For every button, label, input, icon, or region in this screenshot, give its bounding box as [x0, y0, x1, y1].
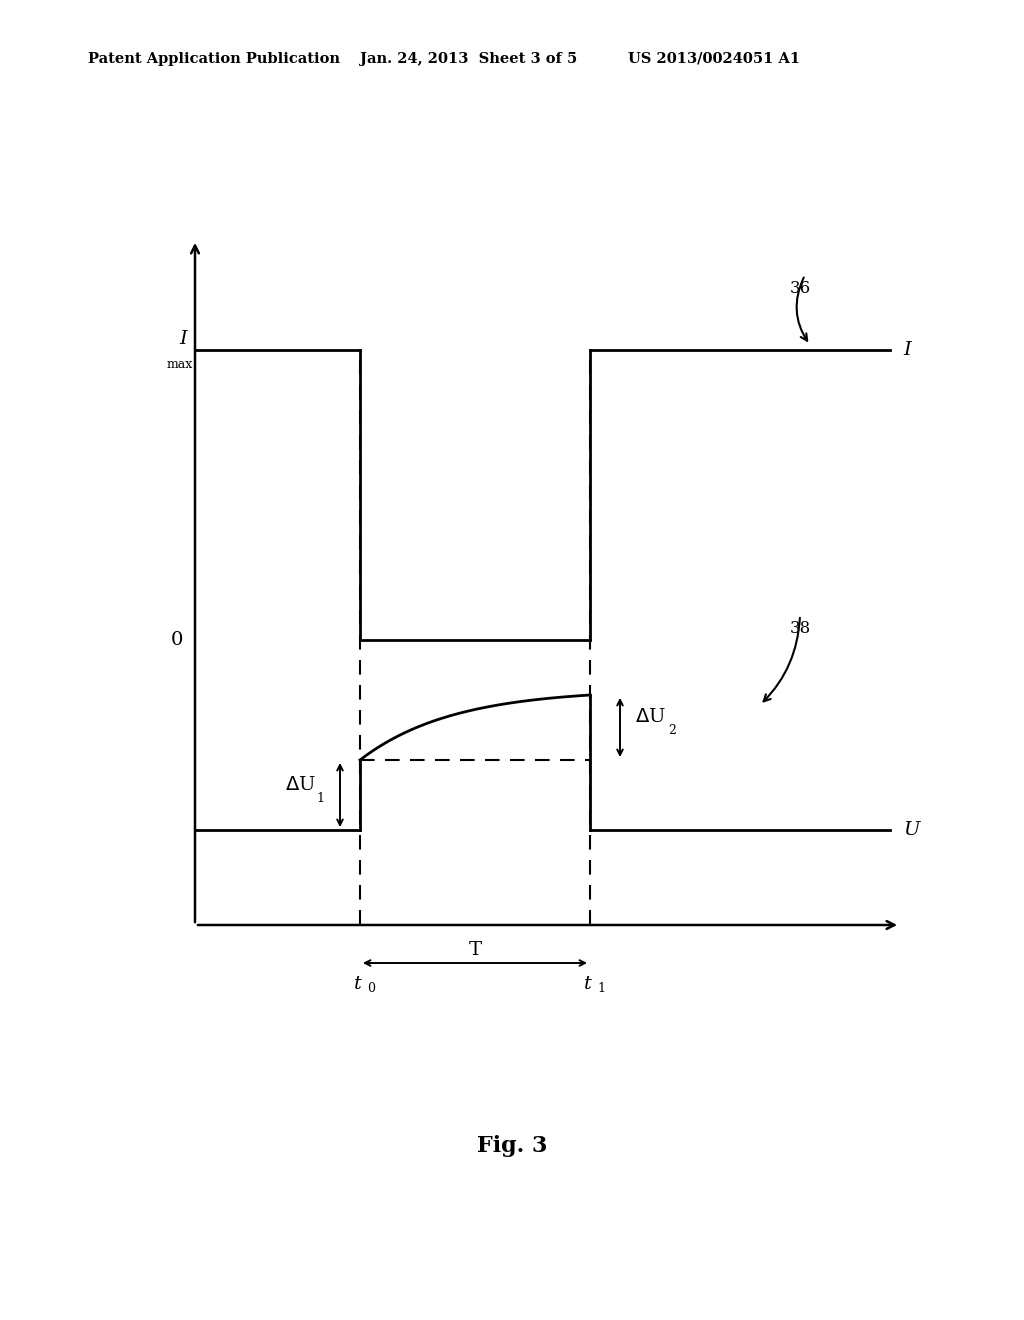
Text: t: t [354, 975, 361, 993]
Text: 0: 0 [171, 631, 183, 649]
Text: $\Delta$U: $\Delta$U [635, 709, 666, 726]
Text: 2: 2 [668, 725, 676, 738]
Text: I: I [903, 341, 910, 359]
Text: max: max [167, 358, 193, 371]
Text: 36: 36 [790, 280, 811, 297]
Text: 1: 1 [597, 982, 605, 995]
Text: t: t [584, 975, 592, 993]
Text: U: U [903, 821, 920, 840]
Text: I: I [179, 330, 187, 348]
Text: Patent Application Publication: Patent Application Publication [88, 51, 340, 66]
Text: $\Delta$U: $\Delta$U [285, 776, 315, 795]
Text: Jan. 24, 2013  Sheet 3 of 5: Jan. 24, 2013 Sheet 3 of 5 [360, 51, 578, 66]
Text: 1: 1 [316, 792, 324, 805]
Text: T: T [468, 941, 481, 960]
Text: Fig. 3: Fig. 3 [477, 1135, 547, 1158]
Text: 0: 0 [367, 982, 375, 995]
Text: US 2013/0024051 A1: US 2013/0024051 A1 [628, 51, 800, 66]
Text: 38: 38 [790, 620, 811, 638]
